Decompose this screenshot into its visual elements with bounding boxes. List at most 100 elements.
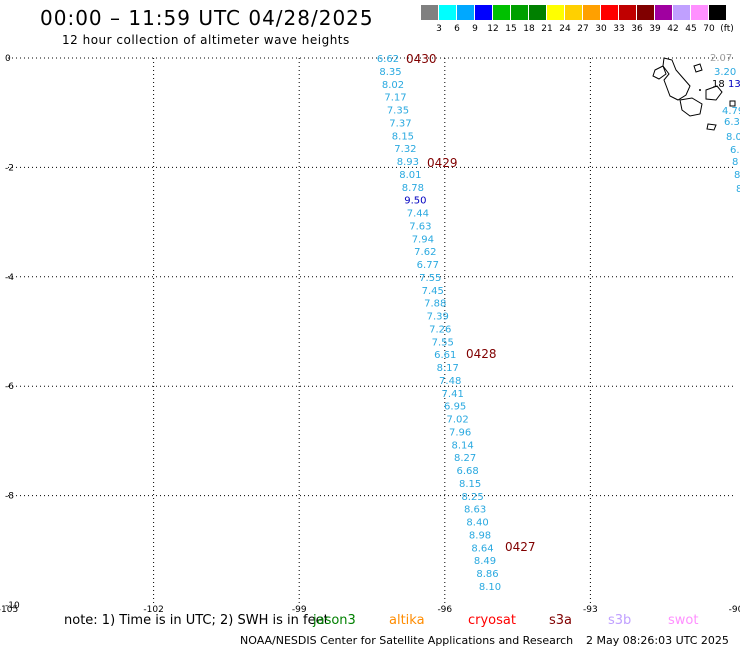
edge-wave-value: 6.: [730, 145, 740, 156]
edge-wave-value: 2.07: [710, 53, 732, 64]
satellite-label-s3b: s3b: [608, 613, 632, 628]
wave-height-value: 7.41: [442, 389, 464, 400]
wave-height-value: 7.44: [407, 209, 429, 220]
legend-swatch: [601, 5, 618, 20]
satellite-label-altika: altika: [389, 613, 425, 628]
wave-height-value: 8.02: [382, 80, 404, 91]
lon-tick-label: -96: [437, 605, 452, 615]
legend-label: 9: [472, 24, 478, 34]
coastline: [652, 65, 667, 80]
wave-height-value: 7.55: [419, 273, 441, 284]
edge-wave-value: 18: [712, 79, 725, 90]
wave-height-value: 8.86: [476, 569, 498, 580]
lon-tick-label: -90: [729, 605, 740, 615]
lon-tick-label: -105: [0, 605, 18, 615]
wave-height-value: 9.50: [404, 196, 426, 207]
wave-height-value: 8.49: [474, 556, 496, 567]
wave-height-value: 8.63: [464, 505, 486, 516]
legend-swatch: [529, 5, 546, 20]
wave-height-value: 6.61: [434, 350, 456, 361]
legend-label: 42: [667, 24, 679, 34]
wave-height-value: 8.40: [466, 518, 488, 529]
wave-height-value: 8.10: [479, 582, 501, 593]
page-title: 00:00 – 11:59 UTC 04/28/2025: [40, 6, 374, 30]
legend-swatch: [691, 5, 708, 20]
legend-label: 27: [577, 24, 589, 34]
legend-swatch: [619, 5, 636, 20]
wave-height-value: 8.25: [461, 492, 483, 503]
coastline: [693, 63, 703, 73]
day-label: 0427: [505, 540, 536, 554]
lat-tick-label: -6: [5, 382, 14, 392]
wave-height-value: 7.17: [384, 93, 406, 104]
legend-swatch: [457, 5, 474, 20]
wave-height-value: 7.96: [449, 427, 471, 438]
timestamp-text: 2 May 08:26:03 UTC 2025: [586, 634, 729, 647]
legend-swatch: [511, 5, 528, 20]
legend-swatch: [655, 5, 672, 20]
wave-height-value: 6.62: [377, 54, 399, 65]
satellite-label-swot: swot: [668, 613, 699, 628]
wave-height-value: 8.01: [399, 170, 421, 181]
legend-label: 30: [595, 24, 607, 34]
wave-height-value: 7.32: [394, 144, 416, 155]
coastline: [679, 97, 703, 117]
edge-wave-value: 13: [728, 79, 740, 90]
coastline: [662, 57, 691, 101]
wave-height-value: 7.39: [427, 312, 449, 323]
wave-height-value: 8.35: [379, 67, 401, 78]
wave-height-value: 7.55: [432, 337, 454, 348]
legend-unit: (ft): [720, 24, 734, 34]
wave-height-value: 8.15: [459, 479, 481, 490]
lon-tick-label: -102: [143, 605, 163, 615]
wave-height-value: 7.35: [387, 106, 409, 117]
coastline: [705, 85, 723, 101]
lon-tick-label: -99: [292, 605, 307, 615]
legend-label: 21: [541, 24, 553, 34]
wave-height-value: 8.17: [437, 363, 459, 374]
lat-tick-label: -2: [5, 163, 14, 173]
wave-height-value: 7.37: [389, 118, 411, 129]
legend-swatch: [583, 5, 600, 20]
wave-height-value: 7.94: [412, 234, 434, 245]
wave-height-value: 7.48: [439, 376, 461, 387]
wave-height-value: 8.15: [392, 131, 414, 142]
wave-height-value: 6.95: [444, 402, 466, 413]
page-subtitle: 12 hour collection of altimeter wave hei…: [62, 33, 350, 47]
edge-wave-value: 4.79: [722, 106, 740, 117]
legend-label: 6: [454, 24, 460, 34]
legend-swatch: [547, 5, 564, 20]
lon-tick-label: -93: [583, 605, 598, 615]
legend-label: 15: [505, 24, 517, 34]
wave-height-value: 7.26: [429, 324, 451, 335]
legend-swatch: [709, 5, 726, 20]
credit-text: NOAA/NESDIS Center for Satellite Applica…: [240, 634, 574, 647]
edge-wave-value: 3.20: [714, 67, 736, 78]
legend-label: 3: [436, 24, 442, 34]
legend-label: 70: [703, 24, 715, 34]
edge-wave-value: 8: [736, 184, 740, 195]
day-label: 0428: [466, 347, 497, 361]
legend-swatch: [493, 5, 510, 20]
lat-tick-label: -4: [5, 273, 14, 283]
day-label: 0430: [406, 52, 437, 66]
satellite-label-cryosat: cryosat: [468, 613, 516, 628]
legend-label: 12: [487, 24, 499, 34]
lat-tick-label: -8: [5, 492, 14, 502]
edge-wave-value: 8: [734, 170, 740, 181]
legend-swatch: [637, 5, 654, 20]
legend-label: 24: [559, 24, 571, 34]
wave-height-value: 8.64: [471, 543, 493, 554]
legend-label: 36: [631, 24, 643, 34]
wave-height-value: 7.88: [424, 299, 446, 310]
legend-swatch: [475, 5, 492, 20]
edge-wave-value: 6.3: [724, 117, 740, 128]
day-label: 0429: [427, 156, 458, 170]
wave-height-value: 8.93: [397, 157, 419, 168]
legend-swatch: [673, 5, 690, 20]
legend-swatch: [421, 5, 438, 20]
legend-label: 39: [649, 24, 661, 34]
wave-height-value: 8.78: [402, 183, 424, 194]
island-dot: [699, 89, 701, 91]
